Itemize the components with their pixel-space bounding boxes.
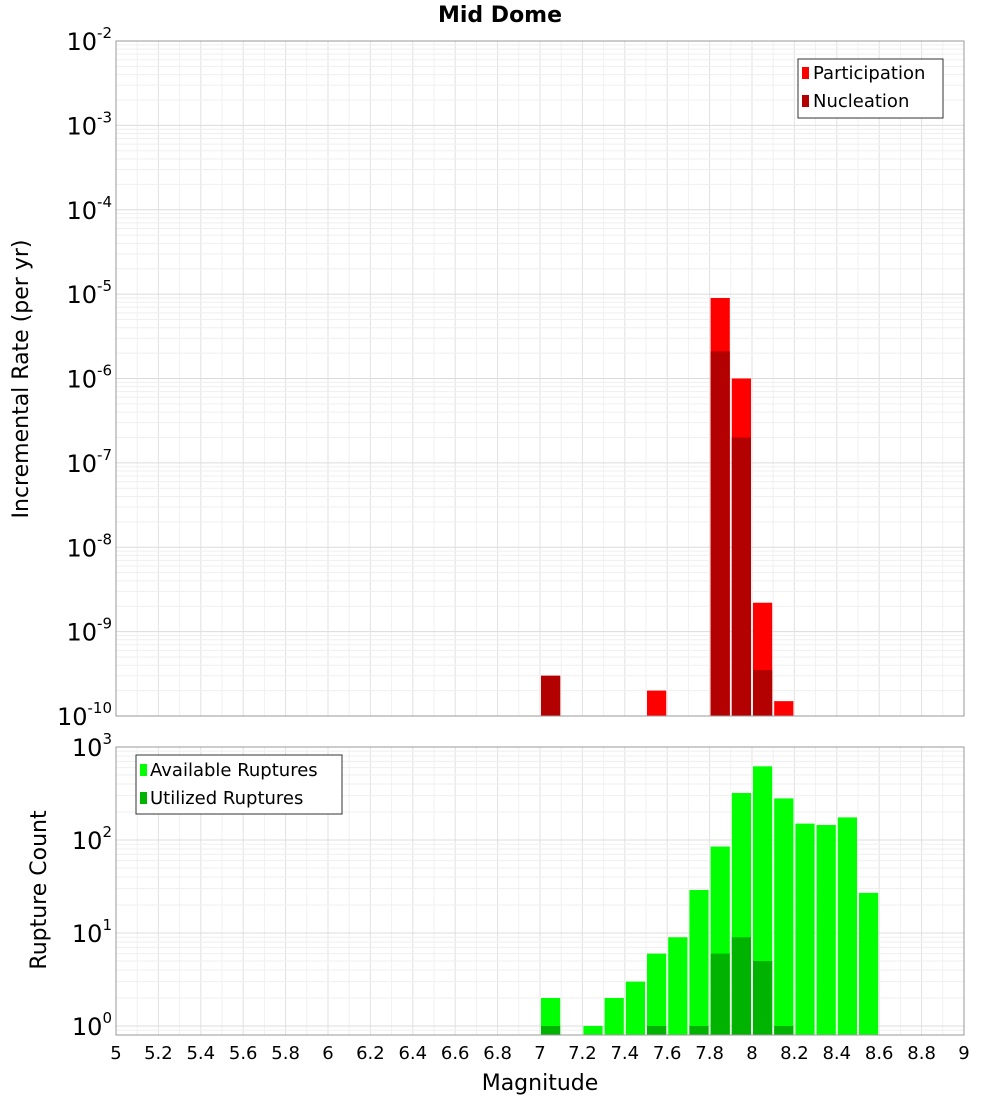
bottom-bar-available-ruptures [604, 997, 624, 1035]
bottom-bar-available-ruptures [816, 824, 836, 1035]
x-tick-label: 9 [958, 1043, 969, 1064]
bottom-y-tick-label: 101 [72, 916, 112, 948]
bottom-bar-utilized-ruptures [710, 953, 730, 1035]
x-tick-label: 8.2 [780, 1043, 809, 1064]
x-tick-label: 7.4 [610, 1043, 639, 1064]
top-bar-participation [647, 690, 667, 716]
top-y-tick-label: 10-6 [66, 362, 112, 394]
bottom-bar-available-ruptures [625, 981, 645, 1035]
bottom-bar-utilized-ruptures [689, 1025, 709, 1035]
top-legend-label: Participation [813, 63, 925, 84]
bottom-bar-utilized-ruptures [731, 937, 751, 1035]
top-y-tick-label: 10-3 [66, 108, 112, 140]
bottom-legend-box [135, 754, 343, 815]
bottom-legend: Available Ruptures Utilized Ruptures [135, 754, 343, 815]
top-legend-swatch [802, 95, 809, 107]
top-legend-swatch [802, 67, 809, 79]
x-tick-label: 5.8 [271, 1043, 300, 1064]
chart-title: Mid Dome [438, 3, 562, 28]
bottom-legend-label: Utilized Ruptures [150, 788, 303, 809]
top-y-tick-label: 10-8 [66, 530, 112, 562]
bottom-bar-available-ruptures [795, 823, 815, 1035]
x-tick-label: 5 [110, 1043, 121, 1064]
x-tick-label: 8.6 [865, 1043, 894, 1064]
x-tick-label: 5.2 [144, 1043, 173, 1064]
top-y-tick-label: 10-7 [66, 446, 112, 478]
x-tick-label: 6.6 [441, 1043, 470, 1064]
x-tick-label: 6.4 [398, 1043, 427, 1064]
top-legend-label: Nucleation [813, 91, 909, 112]
x-tick-label: 6.2 [356, 1043, 385, 1064]
bottom-bar-available-ruptures [774, 798, 794, 1035]
bottom-bar-available-ruptures [859, 892, 879, 1035]
bottom-bar-available-ruptures [668, 937, 688, 1035]
x-tick-label: 8.8 [907, 1043, 936, 1064]
bottom-bar-available-ruptures [541, 997, 561, 1035]
top-y-tick-label: 10-9 [66, 615, 112, 647]
top-y-tick-label: 10-2 [66, 24, 112, 56]
bottom-bar-available-ruptures [837, 817, 857, 1035]
x-tick-label: 8 [746, 1043, 757, 1064]
top-y-tick-label: 10-5 [66, 277, 112, 309]
top-bar-nucleation [753, 670, 773, 716]
bottom-y-tick-label: 103 [72, 730, 112, 762]
bottom-legend-label: Available Ruptures [150, 760, 318, 781]
top-bar-nucleation [731, 437, 751, 716]
bottom-bar-utilized-ruptures [541, 1025, 561, 1035]
bottom-frame [115, 746, 965, 1036]
top-bar-participation [774, 701, 794, 716]
top-bar-nucleation [710, 351, 730, 716]
x-tick-label: 6 [322, 1043, 333, 1064]
top-y-tick-label: 10-10 [57, 699, 112, 731]
top-bar-nucleation [541, 675, 561, 716]
x-tick-label: 5.4 [186, 1043, 215, 1064]
bottom-bar-utilized-ruptures [774, 1025, 794, 1035]
x-tick-label: 6.8 [483, 1043, 512, 1064]
x-tick-label: 5.6 [229, 1043, 258, 1064]
top-y-tick-label: 10-4 [66, 193, 112, 225]
x-tick-label: 7 [534, 1043, 545, 1064]
bottom-y-axis-label: Rupture Count [27, 810, 52, 970]
bottom-bar-available-ruptures [583, 1025, 603, 1035]
bottom-legend-swatch [140, 764, 147, 776]
bottom-panel-count: 100 101 102 103 5 5.2 5.4 5.6 5.8 6 6.2 6.4 6.6 6.8 7 7… [72, 730, 970, 1064]
top-panel-rate: 10-10 10-9 10-8 10-7 10-6 10-5 10-4 10-3 10-2 Par… [57, 24, 965, 731]
bottom-bar-utilized-ruptures [753, 960, 773, 1035]
x-tick-label: 7.8 [695, 1043, 724, 1064]
top-y-axis-label: Incremental Rate (per yr) [9, 240, 34, 519]
bottom-bar-utilized-ruptures [647, 1025, 667, 1035]
x-tick-label: 7.6 [653, 1043, 682, 1064]
bottom-bar-available-ruptures [647, 953, 667, 1035]
top-frame [115, 40, 965, 717]
x-axis-label: Magnitude [482, 1071, 599, 1096]
top-legend: Participation Nucleation [797, 58, 944, 119]
x-tick-label: 8.4 [822, 1043, 851, 1064]
top-legend-box [797, 58, 944, 119]
bottom-y-tick-label: 100 [72, 1009, 112, 1041]
bottom-bar-available-ruptures [689, 889, 709, 1035]
bottom-legend-swatch [140, 792, 147, 804]
x-tick-label: 7.2 [568, 1043, 597, 1064]
bottom-y-tick-label: 102 [72, 823, 112, 855]
